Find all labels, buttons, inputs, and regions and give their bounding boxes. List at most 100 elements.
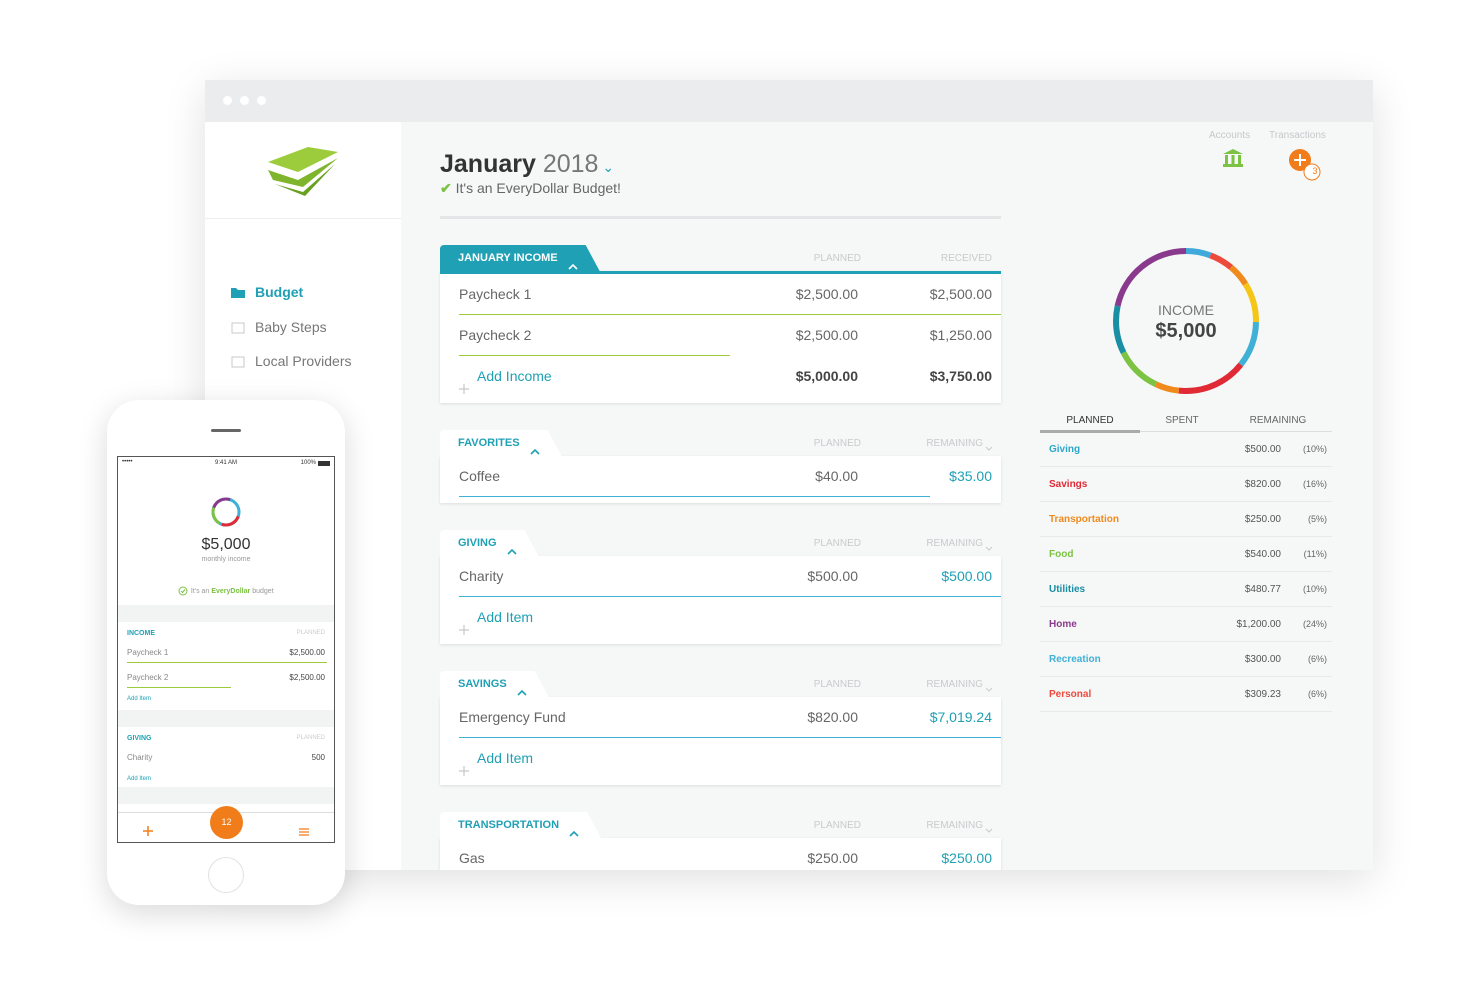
group-tab[interactable]: JANUARY INCOME <box>440 245 600 271</box>
add-link[interactable]: Add Income <box>477 368 552 384</box>
category-amount: $250.00 <box>1244 514 1281 525</box>
phone-amount-cell: $2,500.00 <box>289 673 325 682</box>
category-name[interactable]: Transportation <box>1049 514 1120 525</box>
sort-chevron <box>985 439 993 457</box>
received-amount: $1,250.00 <box>929 327 992 343</box>
category-name[interactable]: Home <box>1049 619 1077 630</box>
card-padding <box>440 779 1001 785</box>
row-rule <box>1040 501 1332 502</box>
planned-amount: $40.00 <box>815 468 858 484</box>
group-body: Gas $250.00 $250.00 <box>440 838 1001 870</box>
summary-tab[interactable]: SPENT <box>1165 415 1199 426</box>
row-rule <box>1040 676 1332 677</box>
phone-amount-cell: 500 <box>311 753 325 762</box>
phone-amount-cell: $2,500.00 <box>289 648 325 657</box>
received-amount: $2,500.00 <box>929 286 992 302</box>
column-header: RECEIVED <box>940 253 992 264</box>
group-tab[interactable]: TRANSPORTATION <box>440 812 601 838</box>
chevron-icon <box>569 822 579 848</box>
accounts-icon[interactable] <box>1222 148 1244 168</box>
nav-icon <box>230 285 246 306</box>
logo <box>268 147 338 196</box>
planned-amount: $2,500.00 <box>795 327 858 343</box>
category-name[interactable]: Giving <box>1049 444 1081 455</box>
phone-badge[interactable]: 12 <box>210 806 243 839</box>
column-header: PLANNED <box>813 438 861 449</box>
phone-add[interactable]: Add Item <box>127 776 152 782</box>
budget-row[interactable]: Charity $500.00 $500.00 <box>440 556 1001 597</box>
category-name[interactable]: Recreation <box>1049 654 1101 665</box>
category-name[interactable]: Savings <box>1049 479 1088 490</box>
phone-item[interactable]: Paycheck 2 <box>127 673 169 682</box>
nav-item[interactable]: Local Providers <box>255 353 352 369</box>
phone-progress <box>127 662 327 663</box>
progress-bar <box>459 736 1001 738</box>
add-row[interactable]: Add Item <box>440 738 1001 779</box>
card-padding <box>440 397 1001 403</box>
progress-bar <box>459 354 730 356</box>
summary-tab[interactable]: REMAINING <box>1249 415 1307 426</box>
income-donut <box>1113 248 1259 394</box>
received-total: $3,750.00 <box>929 368 992 384</box>
budget-row[interactable]: Paycheck 2 $2,500.00 $1,250.00 <box>440 315 1001 356</box>
nav-item[interactable]: Baby Steps <box>255 318 327 335</box>
planned-amount: $2,500.00 <box>795 286 858 302</box>
progress-bar <box>459 595 1001 597</box>
summary-table: PLANNED SPENT REMAINING Giving $500.00 (10%) S… <box>1040 415 1332 815</box>
budget-row[interactable]: Coffee $40.00 $35.00 <box>440 456 1001 497</box>
phone-spacer <box>118 787 334 804</box>
add-link[interactable]: Add Item <box>477 750 534 766</box>
add-row[interactable]: Add Item <box>440 597 1001 638</box>
category-percent: (16%) <box>1302 479 1327 489</box>
column-header: REMAINING <box>926 538 983 549</box>
group-header: SAVINGS PLANNED REMAINING <box>440 671 1001 697</box>
row-rule <box>1040 466 1332 467</box>
planned-amount: $820.00 <box>807 709 858 725</box>
category-percent: (6%) <box>1307 654 1327 664</box>
budget-row[interactable]: Emergency Fund $820.00 $7,019.24 <box>440 697 1001 738</box>
progress-bar <box>459 495 930 497</box>
window-dot <box>240 96 249 105</box>
check-icon <box>178 585 191 596</box>
budget-group: SAVINGS PLANNED REMAINING Emergency Fund $82… <box>440 671 1001 785</box>
remaining-amount: $500.00 <box>941 568 992 584</box>
sort-chevron <box>985 539 993 557</box>
phone-item[interactable]: Charity <box>127 753 153 762</box>
row-rule <box>1040 571 1332 572</box>
transactions-icon[interactable] <box>1287 148 1327 182</box>
phone-list-button <box>299 824 309 842</box>
group-tab[interactable]: GIVING <box>440 530 539 556</box>
budget-groups: JANUARY INCOME PLANNED RECEIVED Paycheck 1 $… <box>440 245 1001 870</box>
category-name[interactable]: Utilities <box>1049 584 1086 595</box>
add-link[interactable]: Add Item <box>477 609 534 625</box>
category-amount: $500.00 <box>1244 444 1281 455</box>
phone-amount: $5,000 <box>201 536 251 553</box>
phone-add-button <box>143 823 153 841</box>
plus-icon <box>458 611 470 652</box>
home-button <box>208 857 244 893</box>
year[interactable]: 2018 <box>542 150 599 178</box>
budget-row[interactable]: Paycheck 1 $2,500.00 $2,500.00 <box>440 274 1001 315</box>
summary-tab[interactable]: PLANNED <box>1066 415 1114 426</box>
category-percent: (10%) <box>1302 444 1327 454</box>
row-rule <box>1040 606 1332 607</box>
phone: ••••• 9:41 AM 100% $5,000 monthly income It'… <box>107 400 345 905</box>
planned-amount: $500.00 <box>807 568 858 584</box>
category-name[interactable]: Food <box>1049 549 1074 560</box>
group-body: Paycheck 1 $2,500.00 $2,500.00 Paycheck 2 $2… <box>440 271 1001 403</box>
group-title: FAVORITES <box>458 437 520 449</box>
phone-item[interactable]: Paycheck 1 <box>127 648 169 657</box>
category-name[interactable]: Personal <box>1049 689 1092 700</box>
group-header: FAVORITES PLANNED REMAINING <box>440 430 1001 456</box>
group-body: Emergency Fund $820.00 $7,019.24 Add Item <box>440 697 1001 785</box>
group-tab[interactable]: SAVINGS <box>440 671 549 697</box>
add-row[interactable]: Add Income $5,000.00 $3,750.00 <box>440 356 1001 397</box>
column-header: PLANNED <box>813 820 861 831</box>
phone-progress <box>127 687 231 688</box>
chevron-icon <box>507 540 517 566</box>
phone-add[interactable]: Add Item <box>127 696 152 702</box>
group-tab[interactable]: FAVORITES <box>440 430 562 456</box>
budget-row[interactable]: Gas $250.00 $250.00 <box>440 838 1001 870</box>
nav-item[interactable]: Budget <box>255 284 304 300</box>
category-percent: (5%) <box>1307 514 1327 524</box>
